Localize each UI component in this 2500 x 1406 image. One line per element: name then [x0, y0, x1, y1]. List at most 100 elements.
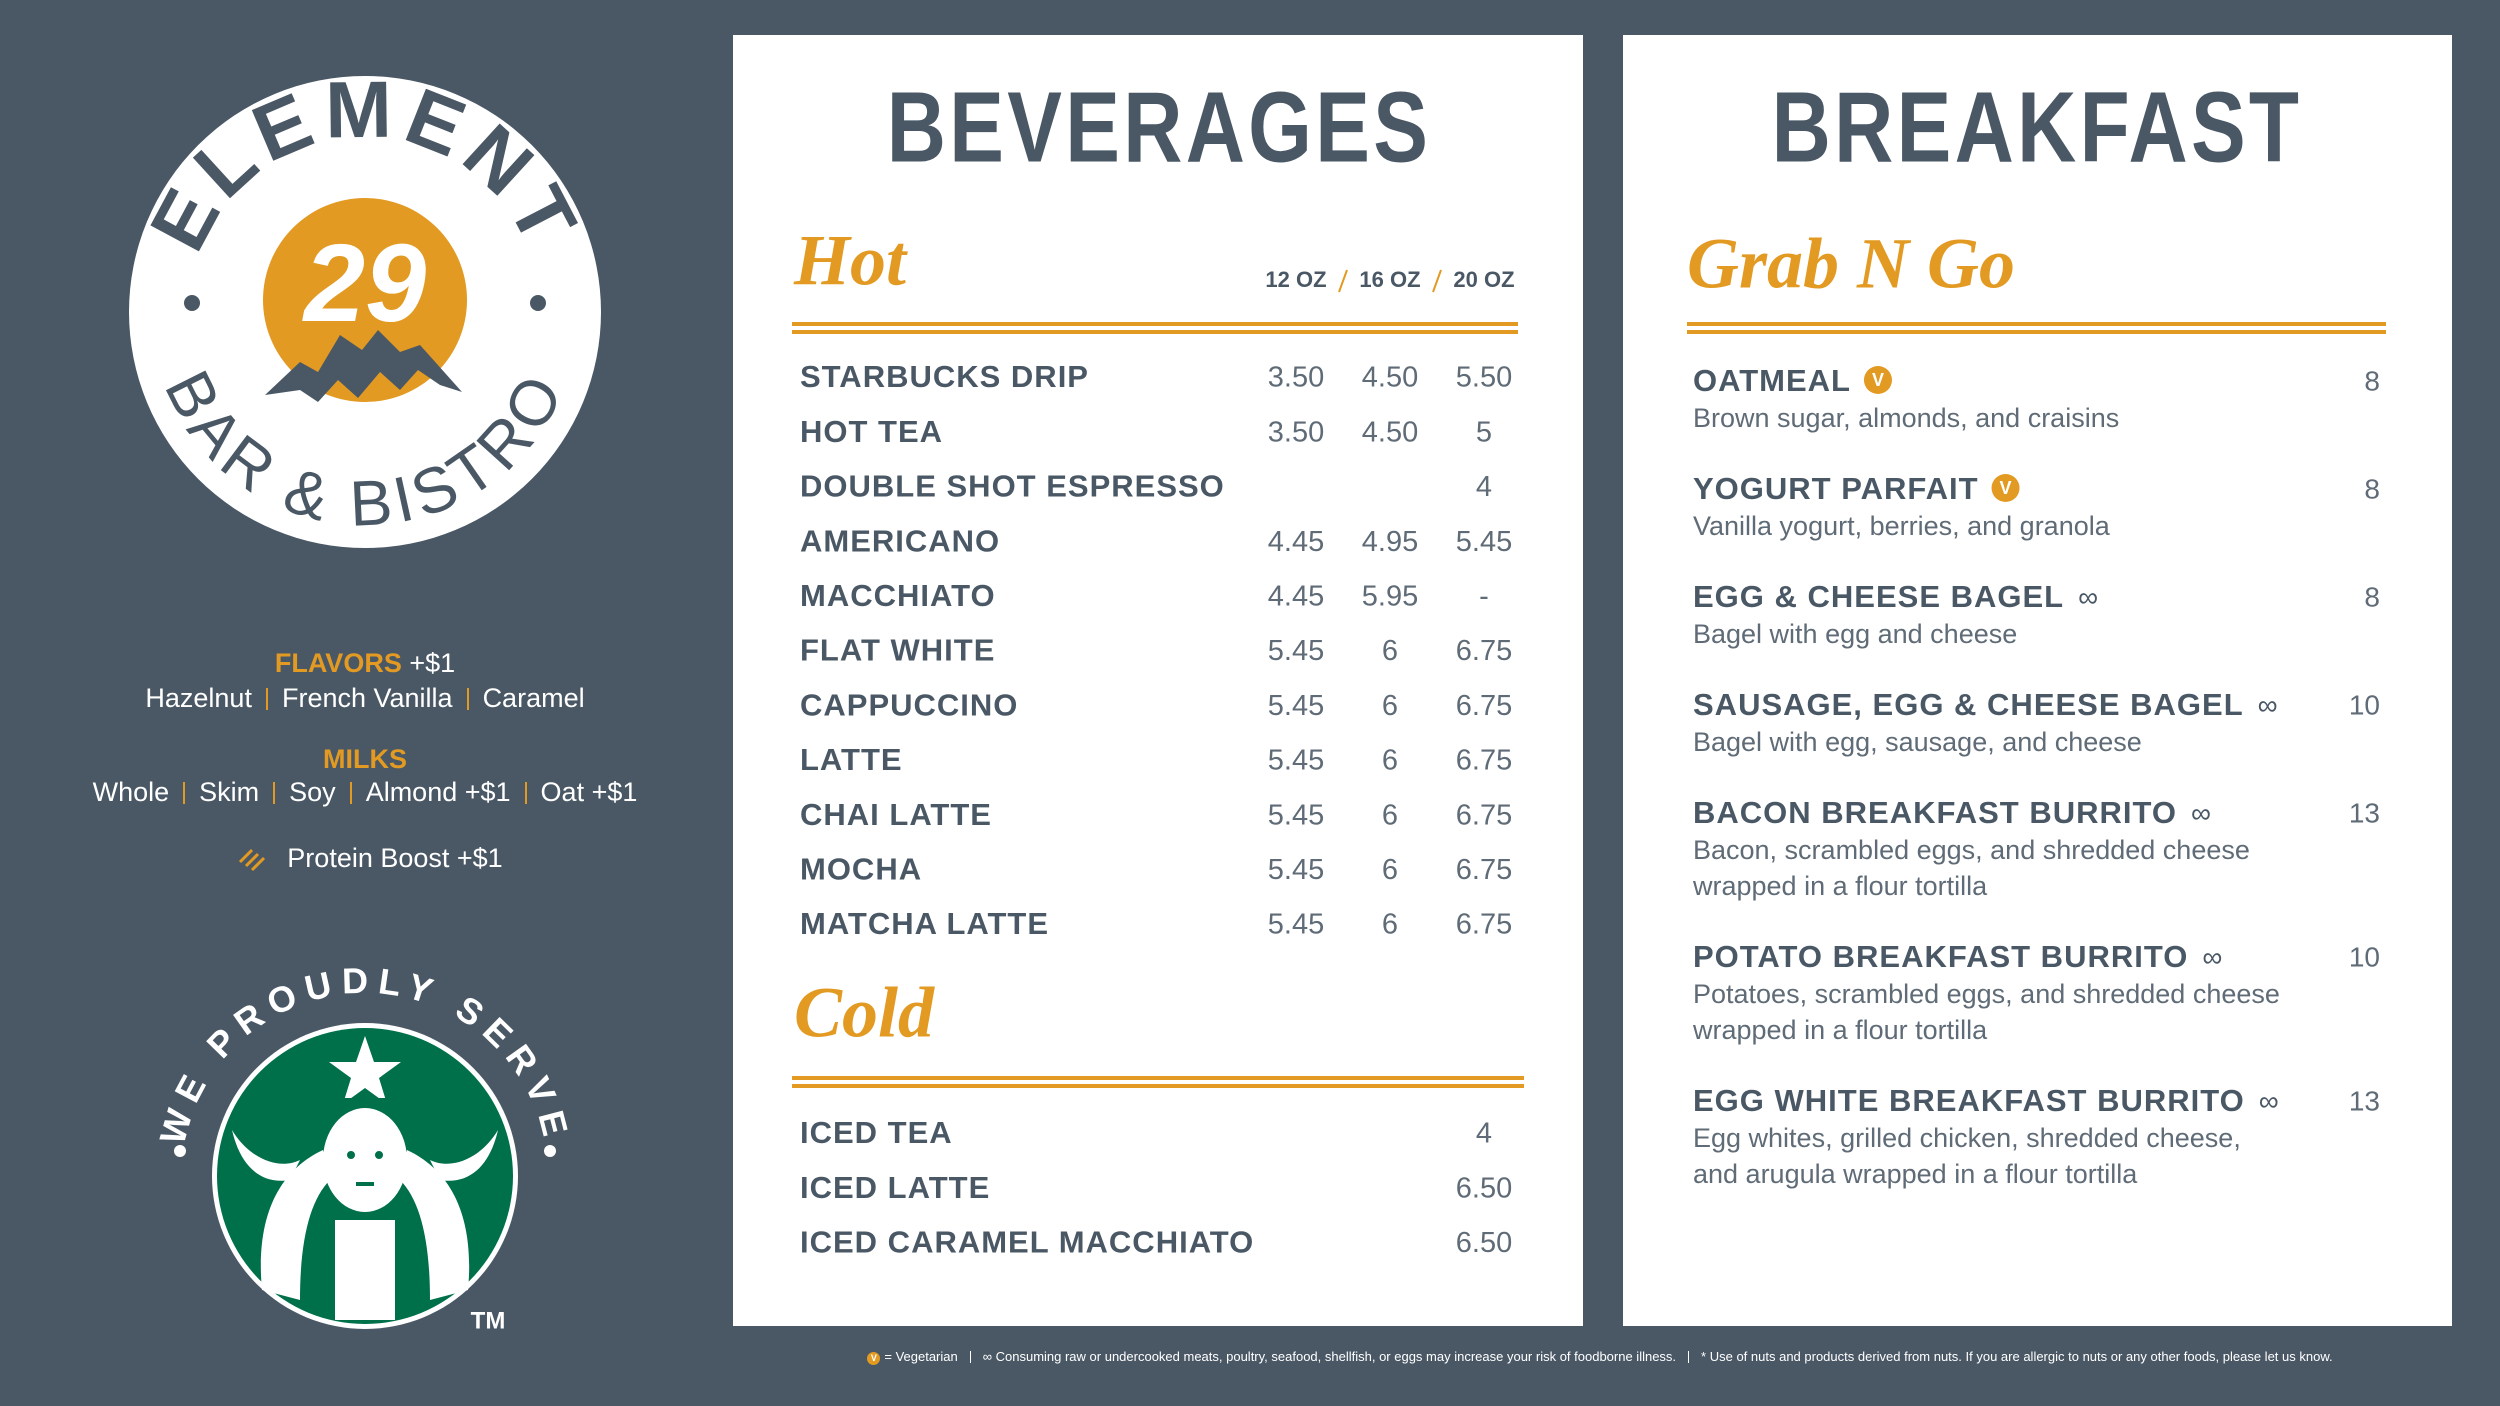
item-price: 4.50: [1362, 362, 1418, 394]
option: Almond +$1: [365, 777, 511, 807]
item-price: 6.50: [1456, 1172, 1512, 1204]
item-price: 10: [2349, 689, 2380, 720]
item-price: 8: [2364, 581, 2380, 612]
item-price: 6.75: [1456, 745, 1512, 777]
separator: [466, 687, 469, 710]
item-name: ICED TEA: [800, 1115, 953, 1150]
item-name: LATTE: [800, 742, 903, 777]
separator: [183, 781, 186, 804]
item-name: FLAT WHITE: [800, 633, 995, 668]
starbucks-siren: [232, 1036, 498, 1320]
raw-marker: ∞: [2191, 797, 2211, 828]
item-name: YOGURT PARFAIT: [1693, 471, 1979, 506]
item-name: MOCHA: [800, 851, 922, 886]
item-price: 5.45: [1456, 526, 1512, 558]
rule: [792, 330, 1518, 334]
item-price: 4.50: [1362, 416, 1418, 448]
item-description: Bacon, scrambled eggs, and shredded chee…: [1693, 835, 2250, 865]
separator: [969, 1350, 971, 1363]
footer-raw: ∞ Consuming raw or undercooked meats, po…: [982, 1349, 1677, 1365]
footer: V = Vegetarian ∞ Consuming raw or underco…: [780, 1349, 2420, 1365]
item-description: and arugula wrapped in a flour tortilla: [1693, 1159, 2138, 1189]
protein-text: Protein Boost +$1: [287, 843, 503, 873]
item-description: Vanilla yogurt, berries, and granola: [1693, 511, 2111, 541]
item-name: MACCHIATO: [800, 578, 996, 613]
footer-vegetarian: V = Vegetarian: [867, 1349, 958, 1365]
beverages-title: BEVERAGES: [887, 72, 1431, 184]
item-price: 6.50: [1456, 1227, 1512, 1259]
raw-marker: ∞: [2259, 1085, 2279, 1116]
option: Whole: [92, 777, 170, 807]
item-price: 6: [1382, 745, 1398, 777]
section-title: Cold: [794, 973, 935, 1053]
item-name: AMERICANO: [800, 523, 1000, 558]
item-description: Bagel with egg and cheese: [1693, 619, 2017, 649]
breakfast-title: BREAKFAST: [1772, 72, 2303, 184]
option: Caramel: [482, 683, 585, 713]
item-price: 6: [1382, 909, 1398, 941]
footer-nuts: * Use of nuts and products derived from …: [1701, 1349, 2333, 1365]
item-price: 13: [2349, 797, 2380, 828]
rule: [1687, 322, 2386, 326]
item-price: 4.45: [1268, 526, 1324, 558]
vegetarian-badge: V: [867, 1351, 881, 1365]
separator: [349, 781, 352, 804]
flavors-label: FLAVORS: [274, 648, 402, 678]
item-price: 4.95: [1362, 526, 1418, 558]
option: French Vanilla: [281, 683, 453, 713]
item-name: HOT TEA: [800, 414, 943, 449]
separator: [265, 687, 268, 710]
size-separator: [1338, 269, 1348, 293]
item-price: 13: [2349, 1085, 2380, 1116]
milks-options: Whole Skim Soy Almond +$1 Oat +$1: [0, 777, 730, 808]
item-price: 6.75: [1456, 799, 1512, 831]
vegetarian-badge: [1991, 474, 2020, 502]
item-name: EGG WHITE BREAKFAST BURRITO: [1693, 1083, 2245, 1118]
item-price: 6.75: [1456, 854, 1512, 886]
item-name: POTATO BREAKFAST BURRITO: [1693, 939, 2188, 974]
item-description: Potatoes, scrambled eggs, and shredded c…: [1693, 979, 2280, 1009]
item-price: 5.45: [1268, 745, 1324, 777]
size-separator: [1432, 269, 1442, 293]
item-price: 6: [1382, 854, 1398, 886]
item-price: 5.95: [1362, 580, 1418, 612]
size-header: 20 OZ: [1453, 267, 1514, 292]
option: Oat +$1: [540, 777, 638, 807]
item-price: 5.45: [1268, 799, 1324, 831]
item-price: 5.45: [1268, 854, 1324, 886]
item-description: Egg whites, grilled chicken, shredded ch…: [1693, 1123, 2241, 1153]
item-price: 5.45: [1268, 635, 1324, 667]
logo-dot: [530, 295, 546, 311]
rule: [792, 1076, 1524, 1080]
starbucks-trademark: TM: [471, 1307, 506, 1334]
raw-marker: ∞: [2202, 941, 2222, 972]
logo-mountain: [265, 330, 462, 402]
item-price: 6.75: [1456, 635, 1512, 667]
item-price: -: [1479, 580, 1489, 612]
item-name: OATMEAL: [1693, 363, 1851, 398]
section-title: Hot: [793, 221, 908, 301]
item-name: CHAI LATTE: [800, 797, 992, 832]
starbucks-dot: [174, 1145, 186, 1157]
separator: [524, 781, 527, 804]
item-price: 8: [2364, 473, 2380, 504]
item-name: DOUBLE SHOT ESPRESSO: [800, 469, 1225, 504]
beverages-panel: [733, 35, 1583, 1326]
logo-number: 29: [302, 222, 426, 345]
item-price: 4: [1476, 471, 1492, 503]
item-price: 5.45: [1268, 690, 1324, 722]
item-name: EGG & CHEESE BAGEL: [1693, 579, 2064, 614]
logo-dot: [184, 295, 200, 311]
item-price: 6.75: [1456, 690, 1512, 722]
item-description: Brown sugar, almonds, and craisins: [1693, 403, 2119, 433]
item-price: 4: [1476, 1118, 1492, 1150]
flavors-options: Hazelnut French Vanilla Caramel: [0, 683, 730, 714]
option: Hazelnut: [145, 683, 252, 713]
item-price: 10: [2349, 941, 2380, 972]
protein-row: Protein Boost +$1: [30, 843, 760, 874]
size-header: 16 OZ: [1359, 267, 1420, 292]
item-price: 6: [1382, 799, 1398, 831]
size-header: 12 OZ: [1265, 267, 1326, 292]
item-name: MATCHA LATTE: [800, 906, 1049, 941]
